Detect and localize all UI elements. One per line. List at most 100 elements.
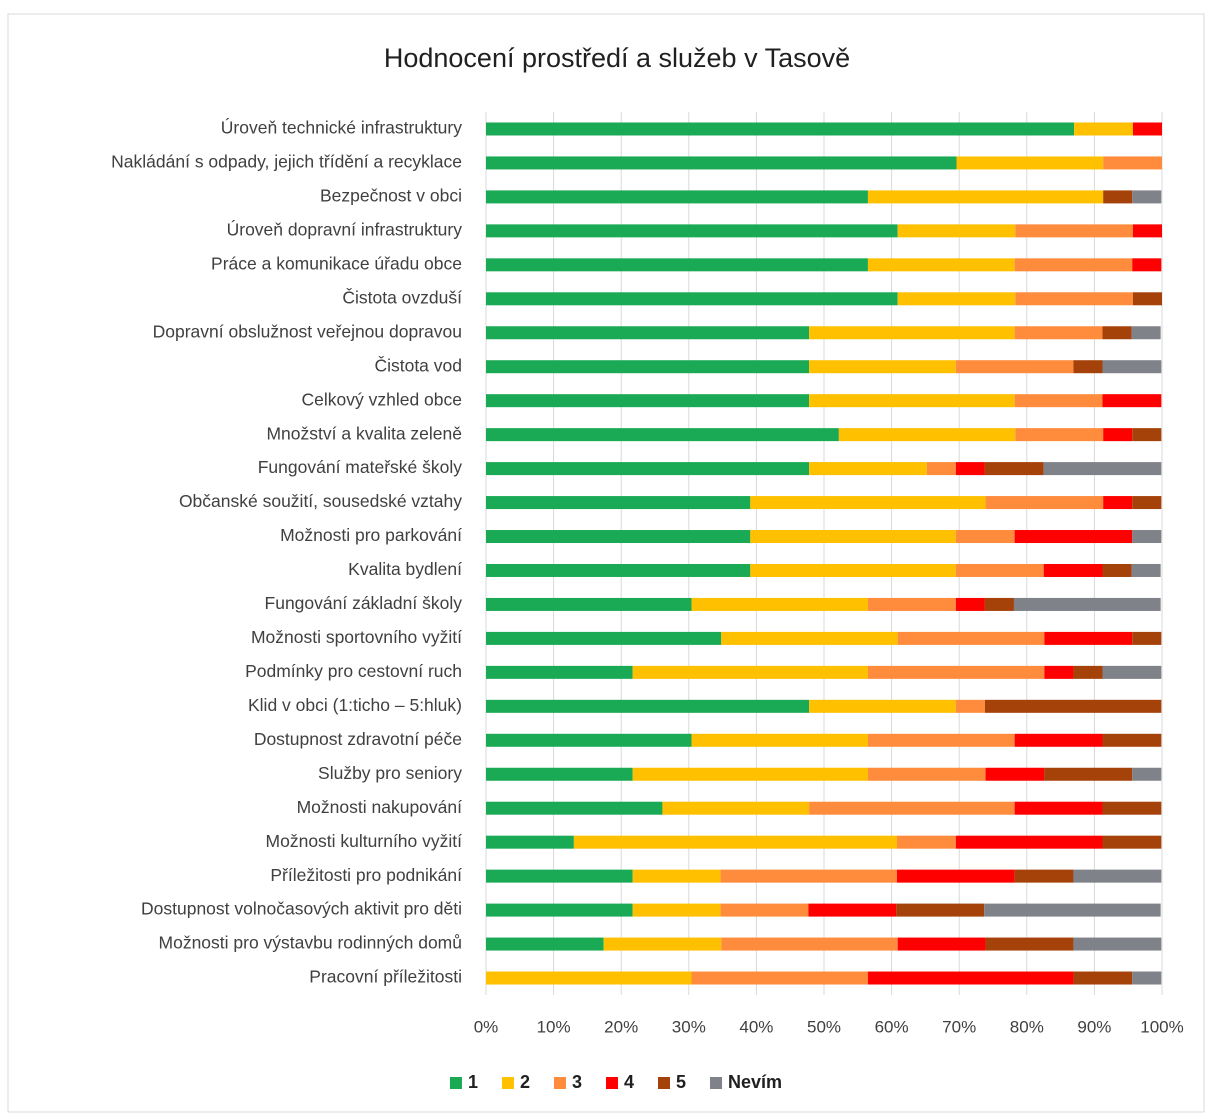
bar-segment xyxy=(486,563,751,577)
bar-segment xyxy=(486,496,751,510)
y-tick-label: Možnosti kulturního vyžití xyxy=(266,831,463,851)
bar-segment xyxy=(1132,224,1162,238)
y-tick-label: Množství a kvalita zeleně xyxy=(266,423,462,443)
bar-segment xyxy=(956,156,1104,170)
bar-segment xyxy=(691,597,868,611)
bar-segment xyxy=(955,835,1103,849)
bar-segment xyxy=(1043,462,1162,476)
y-tick-label: Celkový vzhled obce xyxy=(302,389,463,409)
x-tick-label: 0% xyxy=(474,1017,499,1036)
y-tick-label: Čistota vod xyxy=(374,354,462,375)
bar-segment xyxy=(897,869,1015,883)
bar-segment xyxy=(1103,496,1133,510)
bar-segment xyxy=(867,767,986,781)
y-tick-label: Kvalita bydlení xyxy=(348,559,462,579)
chart-title: Hodnocení prostředí a služeb v Tasově xyxy=(384,43,850,73)
y-tick-label: Klid v obci (1:ticho – 5:hluk) xyxy=(248,695,462,715)
bar-segment xyxy=(1131,326,1161,340)
bar-segment xyxy=(1102,563,1132,577)
bar-segment xyxy=(721,937,898,951)
x-tick-label: 80% xyxy=(1010,1017,1044,1036)
bar-segment xyxy=(1044,665,1074,679)
bar-segment xyxy=(985,767,1045,781)
bar-segment xyxy=(750,563,956,577)
bar-segment xyxy=(1014,258,1133,272)
bar-segment xyxy=(1132,428,1162,442)
legend-swatch xyxy=(553,1077,566,1089)
bar-segment xyxy=(1132,971,1162,985)
legend-label: 2 xyxy=(520,1072,530,1092)
bar-segment xyxy=(1015,292,1133,306)
bar-segment xyxy=(1073,360,1103,374)
y-tick-label: Čistota ovzduší xyxy=(342,286,462,307)
bar-segment xyxy=(1102,394,1162,408)
bar-segment xyxy=(632,869,721,883)
bar-segment xyxy=(486,869,633,883)
bar-segment xyxy=(955,597,985,611)
y-tick-label: Občanské soužití, sousedské vztahy xyxy=(179,491,462,511)
bar-segment xyxy=(632,903,721,917)
bar-segment xyxy=(486,156,957,170)
bar-segment xyxy=(573,835,898,849)
x-tick-label: 10% xyxy=(537,1017,571,1036)
bar-segment xyxy=(809,801,1015,815)
bar-segment xyxy=(486,903,633,917)
bar-segment xyxy=(486,530,751,544)
bar-segment xyxy=(1131,563,1161,577)
bar-segment xyxy=(486,971,692,985)
bar-segment xyxy=(1074,122,1133,136)
y-tick-label: Možnosti sportovního vyžití xyxy=(251,627,462,647)
y-tick-label: Bezpečnost v obci xyxy=(320,186,462,206)
bar-segment xyxy=(985,937,1074,951)
bar-segment xyxy=(1014,530,1133,544)
bar-segment xyxy=(603,937,722,951)
bar-segment xyxy=(1073,937,1162,951)
bar-segment xyxy=(1103,428,1133,442)
bar-segment xyxy=(486,767,633,781)
legend-swatch xyxy=(710,1077,723,1089)
bar-segment xyxy=(486,326,810,340)
y-tick-label: Pracovní příležitosti xyxy=(309,967,462,987)
bar-segment xyxy=(984,699,1162,713)
y-tick-label: Možnosti pro výstavbu rodinných domů xyxy=(159,933,462,953)
bar-segment xyxy=(1103,156,1162,170)
bar-segment xyxy=(486,428,839,442)
y-tick-label: Fungování mateřské školy xyxy=(258,457,463,477)
bar-segment xyxy=(1073,971,1133,985)
bar-segment xyxy=(632,767,868,781)
bar-segment xyxy=(955,563,1044,577)
bar-segment xyxy=(1014,326,1103,340)
y-tick-label: Nakládání s odpady, jejich třídění a rec… xyxy=(111,152,462,172)
bar-segment xyxy=(632,665,868,679)
bar-segment xyxy=(1073,869,1162,883)
bar-segment xyxy=(955,360,1074,374)
bar-segment xyxy=(1043,563,1103,577)
bar-segment xyxy=(1132,122,1162,136)
x-tick-label: 90% xyxy=(1077,1017,1111,1036)
y-tick-label: Práce a komunikace úřadu obce xyxy=(211,253,462,273)
legend-swatch xyxy=(658,1077,671,1089)
bar-segment xyxy=(867,733,1015,747)
legend-label: 1 xyxy=(468,1072,478,1092)
y-tick-label: Úroveň dopravní infrastruktury xyxy=(227,218,463,239)
y-tick-label: Dostupnost zdravotní péče xyxy=(254,729,462,749)
bar-segment xyxy=(809,462,927,476)
bar-segment xyxy=(486,733,692,747)
bar-segment xyxy=(1132,190,1162,204)
bar-segment xyxy=(1102,326,1132,340)
bar-segment xyxy=(486,122,1075,136)
bar-segment xyxy=(984,597,1014,611)
bar-segment xyxy=(1103,190,1133,204)
bar-segment xyxy=(486,462,810,476)
bar-segment xyxy=(1132,258,1162,272)
bar-segment xyxy=(926,462,956,476)
legend-swatch xyxy=(449,1077,462,1089)
y-tick-label: Příležitosti pro podnikání xyxy=(270,865,462,885)
bar-segment xyxy=(985,496,1104,510)
y-tick-label: Úroveň technické infrastruktury xyxy=(221,117,462,138)
bar-segment xyxy=(1102,360,1162,374)
bar-segment xyxy=(486,801,663,815)
x-tick-label: 30% xyxy=(672,1017,706,1036)
bar-segment xyxy=(1102,801,1162,815)
bar-segment xyxy=(955,699,985,713)
